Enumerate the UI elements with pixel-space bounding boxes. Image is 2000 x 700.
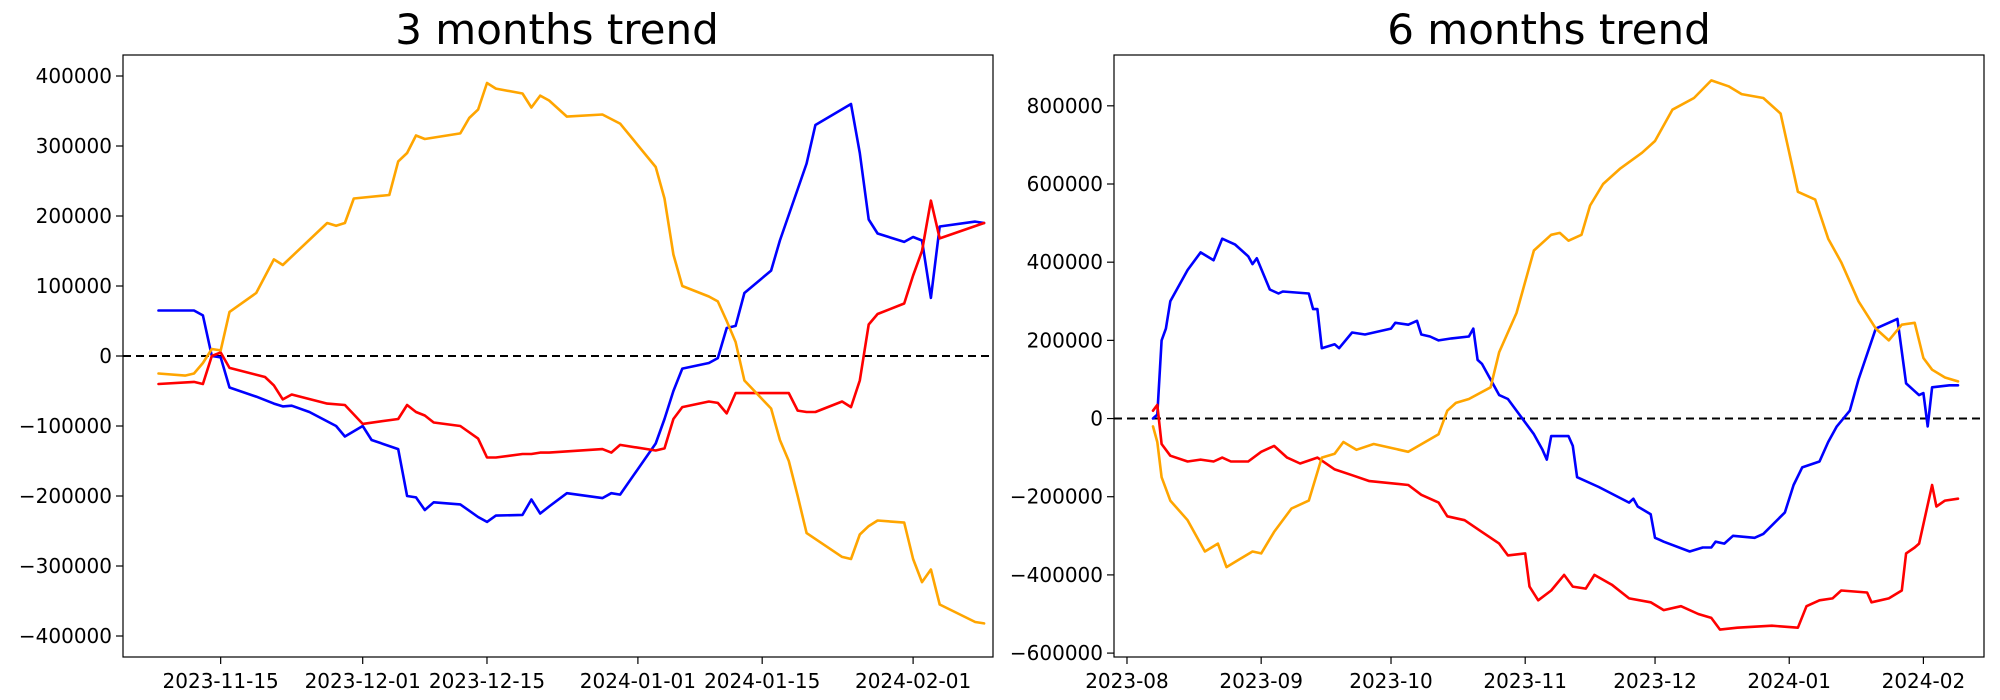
y-tick-label: 800000 (1027, 94, 1103, 118)
y-tick-label: −200000 (19, 484, 112, 508)
x-tick-label: 2024-01-01 (580, 669, 696, 693)
x-tick-label: 2024-02 (1882, 669, 1966, 693)
x-tick-label: 2023-10 (1349, 669, 1433, 693)
chart-3-months: 3 months trend −400000 −300000 −200000 −100… (19, 5, 994, 693)
y-tick-label: −200000 (1010, 485, 1103, 509)
y-tick-label: −400000 (1010, 563, 1103, 587)
chart-title: 3 months trend (395, 5, 719, 54)
y-tick-label: 600000 (1027, 172, 1103, 196)
y-tick-label: −400000 (19, 624, 112, 648)
series-line-3 (157, 81, 986, 625)
chart-6-months: 6 months trend −600000 −400000 −200000 0 200… (1010, 5, 1985, 693)
series-line-2 (1151, 403, 1960, 631)
x-tick-label: 2023-12-01 (305, 669, 421, 693)
series-line-1 (1151, 237, 1960, 553)
series-line-3 (1151, 79, 1960, 569)
y-tick-label: 100000 (36, 274, 112, 298)
y-tick-label: 400000 (36, 64, 112, 88)
y-tick-label: −300000 (19, 554, 112, 578)
series-line-2 (157, 199, 986, 459)
x-tick-label: 2023-12 (1613, 669, 1697, 693)
chart-title: 6 months trend (1387, 5, 1711, 54)
y-tick-label: 400000 (1027, 250, 1103, 274)
y-tick-label: 0 (1090, 407, 1103, 431)
y-tick-label: −100000 (19, 414, 112, 438)
y-tick-label: 200000 (1027, 328, 1103, 352)
x-tick-label: 2024-02-01 (855, 669, 971, 693)
x-tick-label: 2024-01-15 (704, 669, 820, 693)
plot-frame (1113, 54, 1985, 658)
series-line-1 (157, 102, 986, 524)
y-tick-label: 300000 (36, 134, 112, 158)
y-tick-label: −600000 (1010, 641, 1103, 665)
y-tick-label: 200000 (36, 204, 112, 228)
x-tick-label: 2023-09 (1219, 669, 1303, 693)
x-tick-label: 2023-11-15 (163, 669, 279, 693)
x-tick-label: 2023-11 (1483, 669, 1567, 693)
x-tick-label: 2023-12-15 (429, 669, 545, 693)
x-tick-label: 2024-01 (1747, 669, 1831, 693)
y-tick-label: 0 (99, 344, 112, 368)
x-tick-label: 2023-08 (1085, 669, 1169, 693)
